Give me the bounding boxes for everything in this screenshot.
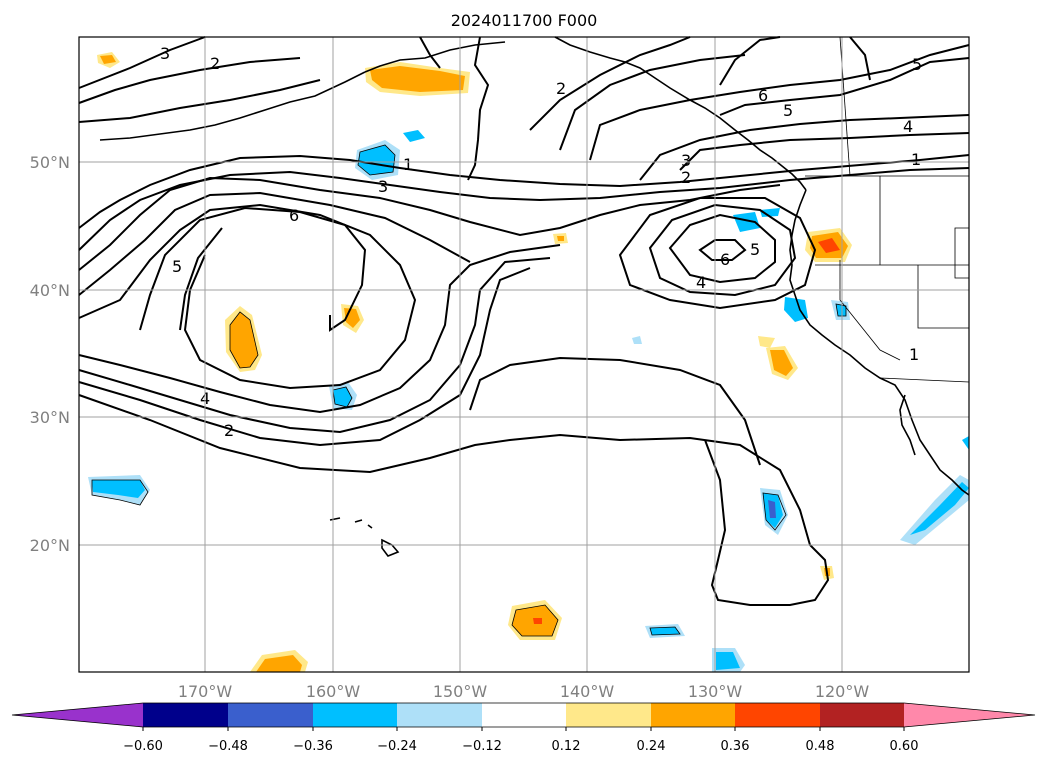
colorbar-segment (820, 703, 904, 727)
contour-label: 2 (681, 168, 691, 187)
colorbar-segment (566, 703, 651, 727)
colorbar-low-extend (12, 703, 143, 727)
anomaly-shading (88, 52, 969, 672)
colorbar-segment (397, 703, 482, 727)
lon-label: 130°W (688, 682, 743, 701)
contour-label: 2 (224, 421, 234, 440)
lat-label: 50°N (30, 153, 70, 172)
contour-label: 5 (172, 257, 182, 276)
lon-label: 120°W (815, 682, 870, 701)
lat-label: 20°N (30, 536, 70, 555)
contour-label: 2 (556, 79, 566, 98)
colorbar-segment (143, 703, 228, 727)
colorbar-tick-label: −0.12 (462, 739, 502, 754)
colorbar-segment (228, 703, 313, 727)
anomaly-outlines (91, 144, 847, 637)
lon-label: 170°W (178, 682, 233, 701)
contour-label: 1 (911, 150, 921, 169)
colorbar-tick-label: 0.12 (552, 739, 581, 754)
map-title: 2024011700 F000 (451, 11, 598, 30)
map-border (78, 36, 970, 673)
map-panel: 3 2 1 3 6 5 4 2 2 3 2 6 5 4 1 5 6 4 1 5 (78, 36, 970, 673)
contour-label: 2 (210, 54, 220, 73)
contour-label: 1 (403, 155, 413, 174)
colorbar-tick-label: −0.60 (123, 739, 163, 754)
contour-label: 3 (378, 177, 388, 196)
colorbar-tick-label: −0.36 (293, 739, 333, 754)
contour-label: 5 (783, 101, 793, 120)
colorbar-segment (313, 703, 397, 727)
lat-label: 30°N (30, 408, 70, 427)
colorbar-tick-label: 0.60 (890, 739, 919, 754)
colorbar-tick-label: −0.48 (208, 739, 248, 754)
colorbar-ticks (142, 727, 905, 731)
colorbar-segment (482, 703, 566, 727)
lon-label: 160°W (306, 682, 361, 701)
colorbar-tick-label: −0.24 (377, 739, 417, 754)
contour-label: 1 (909, 345, 919, 364)
contour-label: 3 (681, 151, 691, 170)
colorbar-segment (735, 703, 820, 727)
latitude-labels: 50°N 40°N 30°N 20°N (30, 153, 70, 555)
colorbar-high-extend (904, 703, 1035, 727)
lat-label: 40°N (30, 281, 70, 300)
contour-label: 6 (720, 250, 730, 269)
lon-label: 150°W (433, 682, 488, 701)
contour-label: 5 (912, 55, 922, 74)
contour-label: 4 (903, 117, 913, 136)
contour-label: 4 (696, 273, 706, 292)
contour-label: 5 (750, 240, 760, 259)
lon-label: 140°W (560, 682, 615, 701)
colorbar-tick-label: 0.36 (721, 739, 750, 754)
colorbar-tick-label: 0.48 (806, 739, 835, 754)
colorbar-tick-label: 0.24 (637, 739, 666, 754)
longitude-labels: 170°W 160°W 150°W 140°W 130°W 120°W (178, 682, 870, 701)
contour-label: 6 (758, 86, 768, 105)
colorbar: −0.60 −0.48 −0.36 −0.24 −0.12 0.12 0.24 … (11, 702, 1036, 754)
contour-label-group: 3 2 1 3 6 5 4 2 2 3 2 6 5 4 1 5 6 4 1 5 (160, 44, 922, 440)
contour-label: 6 (289, 206, 299, 225)
graticule (79, 37, 969, 672)
contour-label: 3 (160, 44, 170, 63)
colorbar-segment (651, 703, 735, 727)
